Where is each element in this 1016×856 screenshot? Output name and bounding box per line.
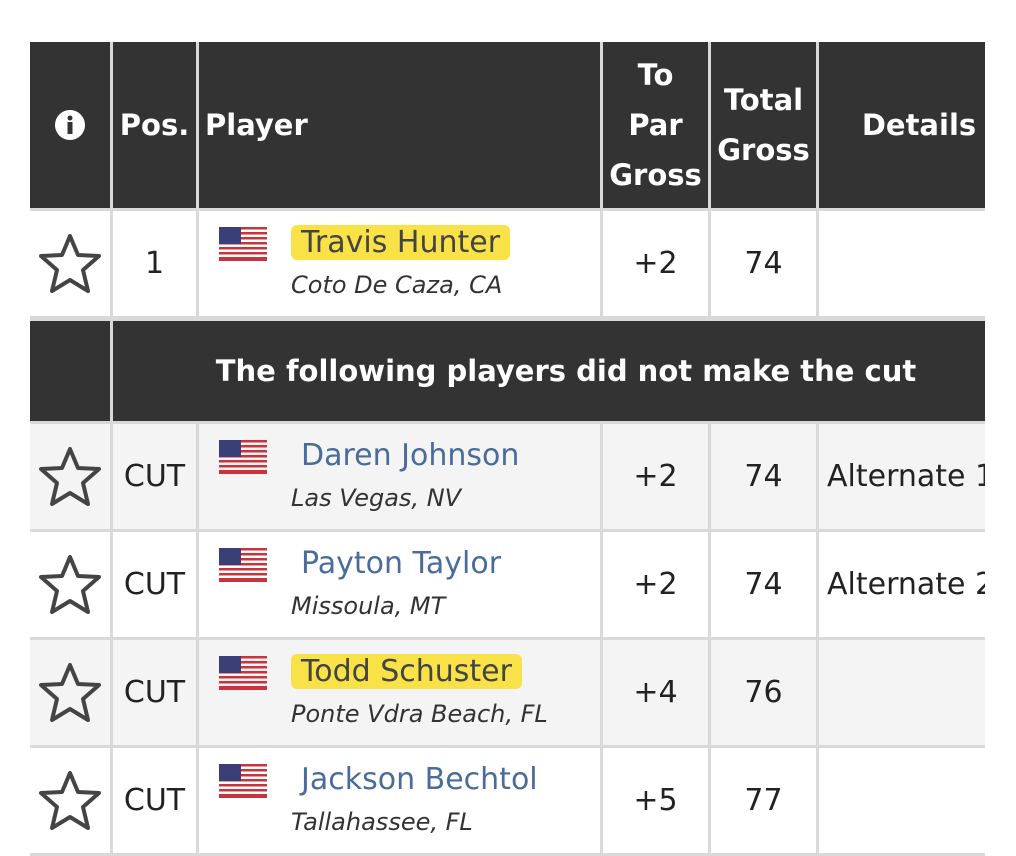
favorite-star xyxy=(39,554,101,614)
player-cell: Todd Schuster Ponte Vdra Beach, FL xyxy=(199,640,600,745)
player-name[interactable]: Jackson Bechtol xyxy=(301,762,538,797)
cut-message: The following players did not make the c… xyxy=(113,321,985,421)
column-header: Details xyxy=(819,42,985,208)
column-header-text: Details xyxy=(861,108,977,142)
leaderboard-table: Pos. Player To Par Gross Total Gross Details… xyxy=(30,42,985,856)
total: 74 xyxy=(711,424,816,529)
to-par: +4 xyxy=(603,640,708,745)
total: 76 xyxy=(711,640,816,745)
position: CUT xyxy=(113,532,196,637)
favorite-cell[interactable] xyxy=(30,532,110,637)
details xyxy=(819,211,985,316)
details-text: Alternate 2 xyxy=(827,567,985,602)
total: 74 xyxy=(711,211,816,316)
player-location: Missoula, MT xyxy=(291,592,446,620)
details: Alternate 1 xyxy=(819,424,985,529)
favorite-cell[interactable] xyxy=(30,211,110,316)
player-name: Todd Schuster xyxy=(291,654,522,689)
column-header-text: To Par Gross xyxy=(609,58,702,192)
player-cell: Jackson Bechtol Tallahassee, FL xyxy=(199,748,600,853)
flag-usa xyxy=(219,440,267,474)
flag-usa xyxy=(219,227,267,261)
total: 74 xyxy=(711,532,816,637)
player-name: Travis Hunter xyxy=(291,225,511,260)
flag-usa xyxy=(219,548,267,582)
player-cell: Travis Hunter Coto De Caza, CA xyxy=(199,211,600,316)
favorite-star xyxy=(39,233,101,293)
total: 77 xyxy=(711,748,816,853)
column-header: Player xyxy=(199,42,600,208)
favorite-cell[interactable] xyxy=(30,640,110,745)
favorite-cell[interactable] xyxy=(30,748,110,853)
favorite-star xyxy=(39,770,101,830)
column-header: To Par Gross xyxy=(603,42,708,208)
column-header-text: Total Gross xyxy=(717,83,810,167)
player-name[interactable]: Payton Taylor xyxy=(301,546,502,581)
position: CUT xyxy=(113,424,196,529)
favorite-star xyxy=(39,446,101,506)
details xyxy=(819,748,985,853)
info-header[interactable] xyxy=(30,42,110,208)
column-header-text: Pos. xyxy=(119,108,190,142)
position: 1 xyxy=(113,211,196,316)
info-icon xyxy=(55,110,85,140)
to-par: +2 xyxy=(603,424,708,529)
favorite-star xyxy=(39,662,101,722)
player-location: Tallahassee, FL xyxy=(291,808,473,836)
details: Alternate 2 xyxy=(819,532,985,637)
to-par: +2 xyxy=(603,211,708,316)
position: CUT xyxy=(113,748,196,853)
to-par: +2 xyxy=(603,532,708,637)
player-cell: Daren Johnson Las Vegas, NV xyxy=(199,424,600,529)
flag-usa xyxy=(219,656,267,690)
position: CUT xyxy=(113,640,196,745)
column-header: Pos. xyxy=(113,42,196,208)
details-text: Alternate 1 xyxy=(827,459,985,494)
player-cell: Payton Taylor Missoula, MT xyxy=(199,532,600,637)
favorite-cell[interactable] xyxy=(30,424,110,529)
column-header: Total Gross xyxy=(711,42,816,208)
player-location: Las Vegas, NV xyxy=(291,484,462,512)
cut-spacer xyxy=(30,321,110,421)
player-location: Ponte Vdra Beach, FL xyxy=(291,700,548,728)
to-par: +5 xyxy=(603,748,708,853)
column-header-text: Player xyxy=(205,108,308,142)
player-location: Coto De Caza, CA xyxy=(291,271,503,299)
flag-usa xyxy=(219,764,267,798)
player-name[interactable]: Daren Johnson xyxy=(301,438,520,473)
details xyxy=(819,640,985,745)
